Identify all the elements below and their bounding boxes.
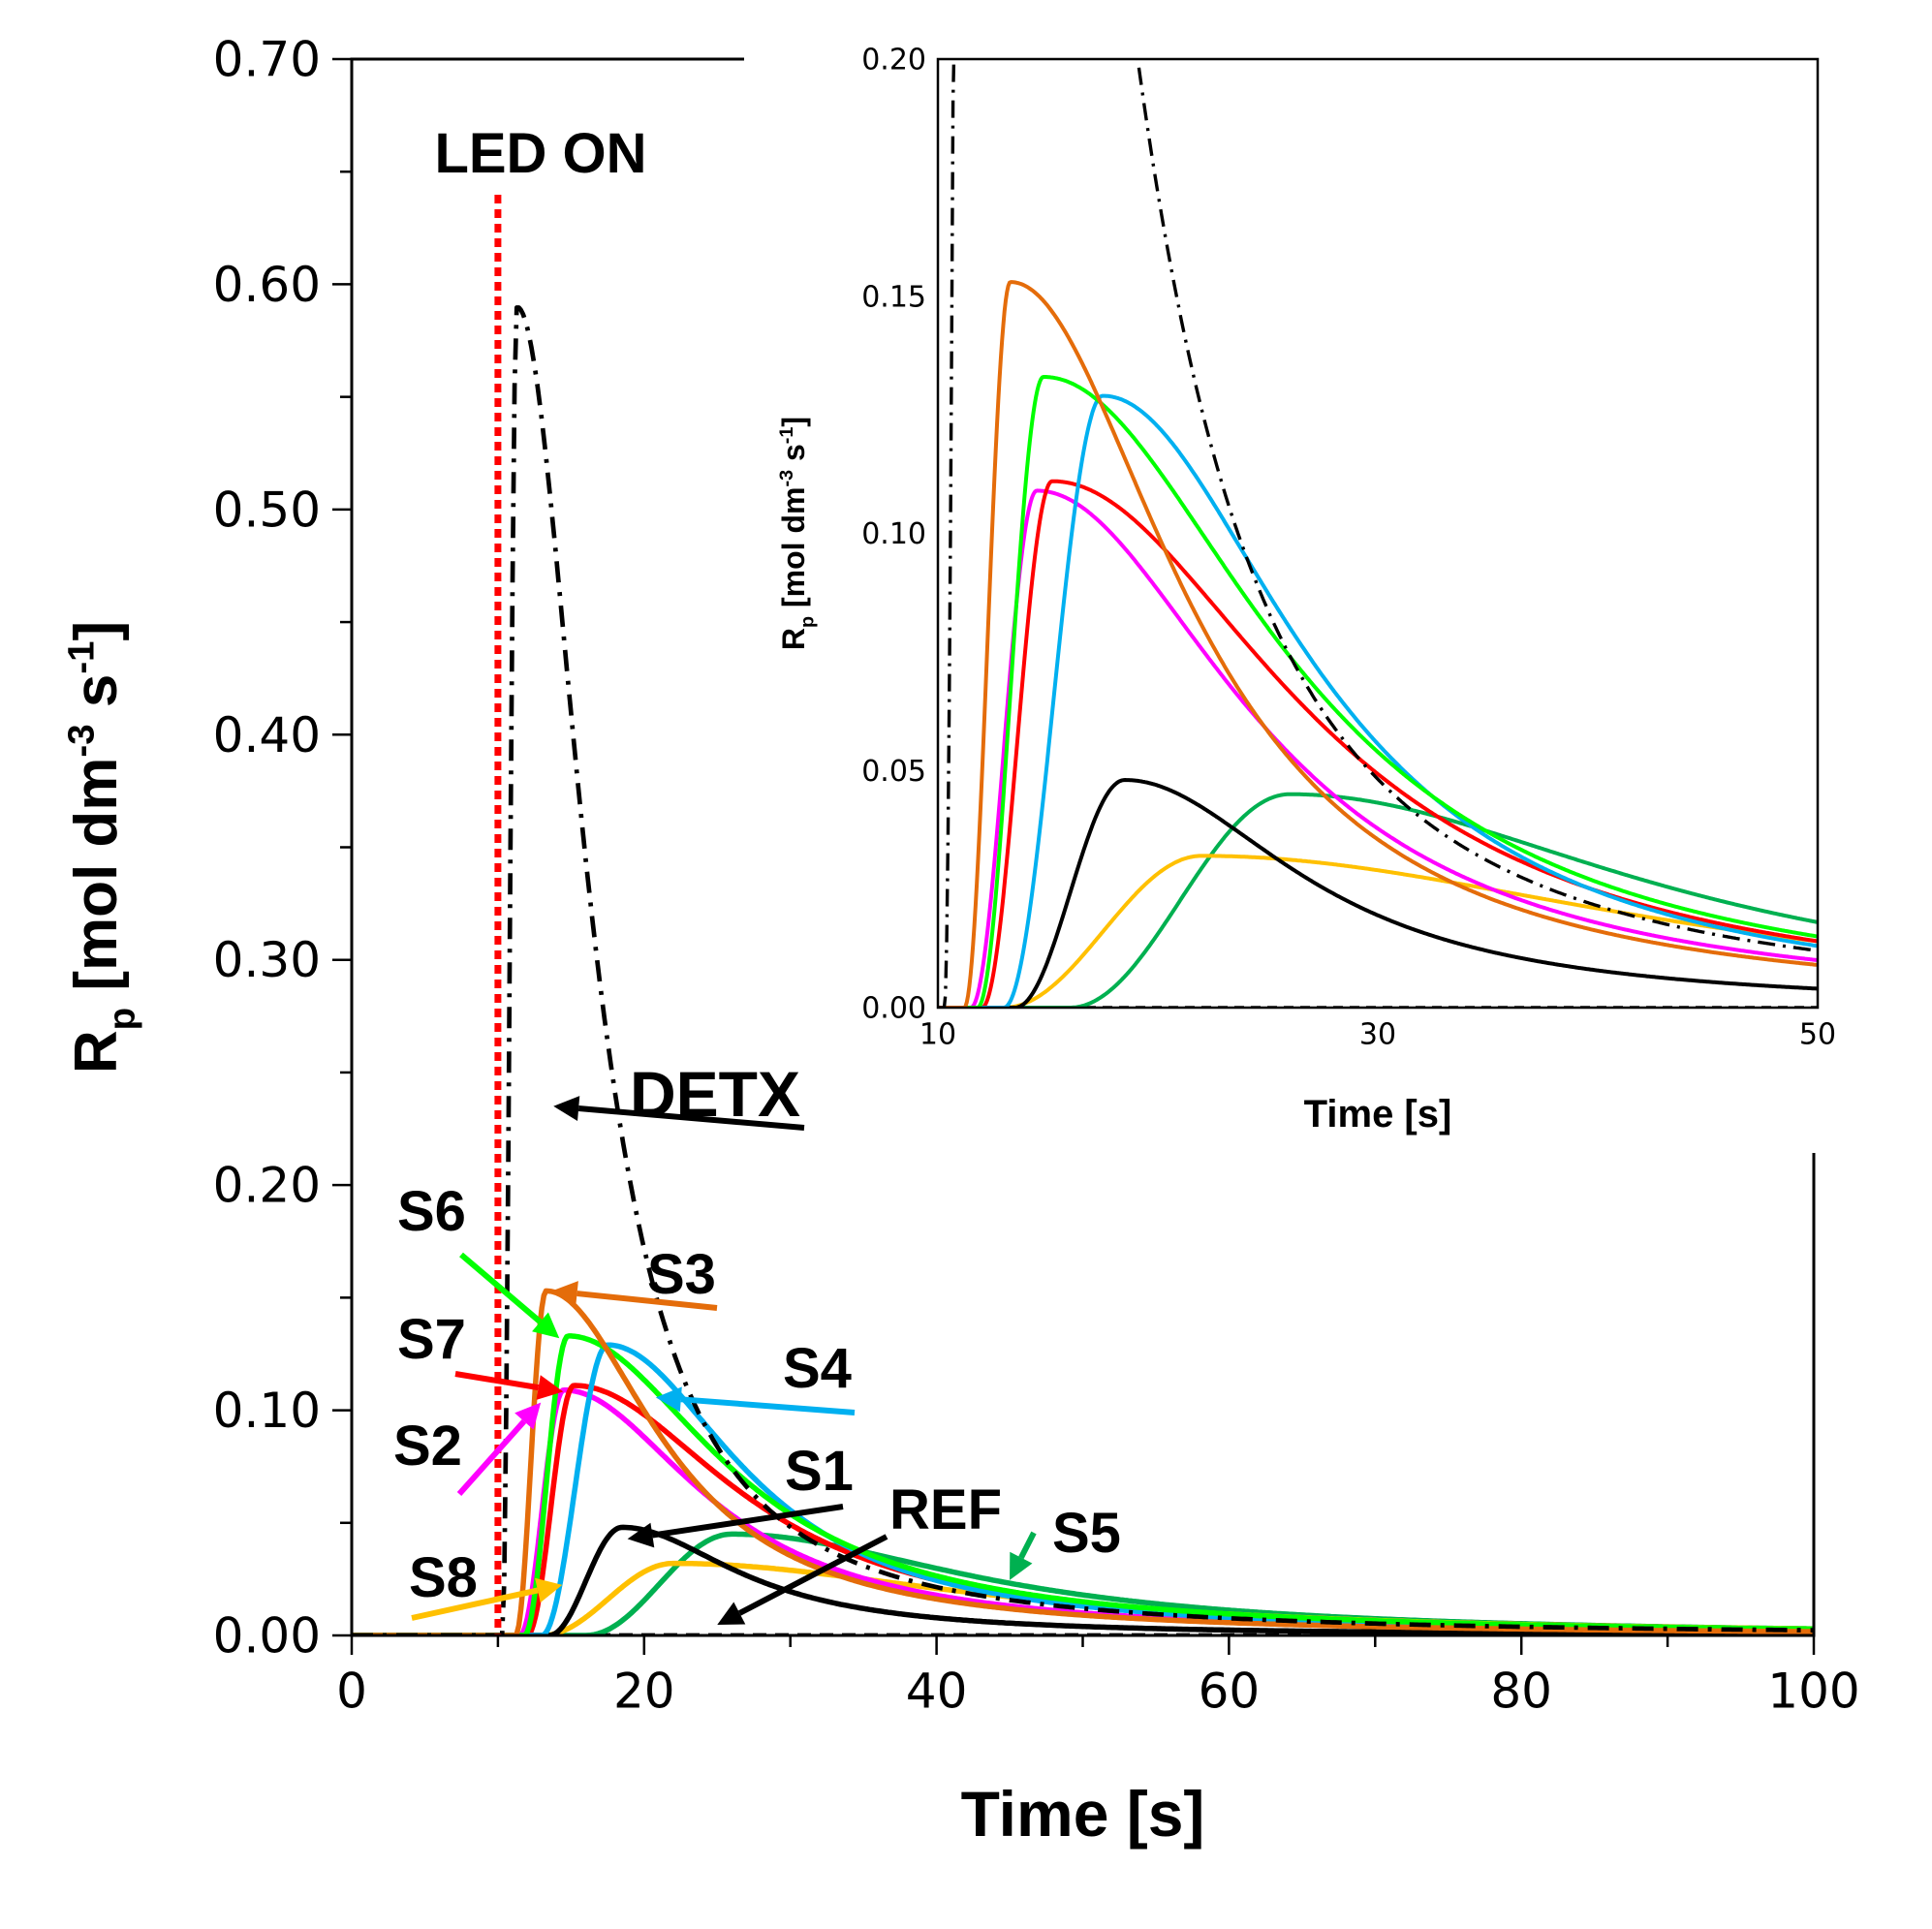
arrow-s1 [627,1504,844,1548]
main-plot: 0.00 0.10 0.20 0.30 0.40 0.50 0.60 0.70 0 20 40 60 8… [60,32,1859,1851]
series-label-s6: S6 [397,1180,466,1243]
x-tick-label: 0 [336,1664,367,1720]
y-tick-label: 0.10 [861,517,926,551]
y-tick-label: 0.60 [213,257,321,313]
x-axis-label: Time [s] [1304,1093,1452,1136]
series-line-s2 [938,488,1818,1008]
series-line-s1 [938,778,1818,1008]
series-line-s8 [938,854,1818,1008]
series-line-s3 [352,1288,1814,1635]
x-tick-label: 10 [919,1018,956,1052]
x-tick-label: 60 [1199,1664,1261,1720]
series-line-s7 [938,479,1818,1008]
y-tick-label: 0.10 [213,1383,321,1439]
series-line-s5 [938,792,1818,1008]
arrow-s5 [1010,1531,1037,1580]
series-label-s8: S8 [409,1546,478,1609]
arrow-s3 [551,1281,718,1311]
series-label-s3: S3 [647,1243,716,1306]
series-label-s1: S1 [785,1440,854,1503]
y-tick-label: 0.00 [861,992,926,1026]
arrow-ref [717,1534,888,1626]
series-line-detx [938,59,1818,1008]
x-tick-label: 20 [613,1664,675,1720]
x-tick-label: 50 [1799,1018,1836,1052]
y-tick-label: 0.20 [861,44,926,78]
series-label-ref: REF [889,1478,1002,1541]
series-line-s6 [352,1333,1814,1635]
y-tick-label: 0.70 [213,32,321,88]
series-line-s3 [938,280,1818,1008]
series-label-s5: S5 [1052,1502,1121,1565]
y-tick-label: 0.20 [213,1158,321,1214]
x-tick-label: 100 [1767,1664,1859,1720]
inset-plot: 0.00 0.05 0.10 0.15 0.20 10 30 50 Time [s] Rp [mo… [744,44,1836,1153]
inset-background [744,54,1827,1153]
series-line-s4 [938,393,1818,1008]
y-tick-label: 0.50 [213,482,321,538]
x-tick-label: 40 [906,1664,968,1720]
series-label-s4: S4 [783,1337,852,1400]
arrow-s2 [456,1402,542,1496]
y-axis-label: Rp [mol dm-3 s-1] [776,417,819,650]
arrow-detx [553,1096,805,1131]
y-tick-label: 0.05 [861,755,926,789]
arrow-s4 [655,1386,856,1416]
series-label-s7: S7 [397,1308,466,1371]
led-on-label: LED ON [434,122,646,185]
x-tick-label: 80 [1490,1664,1552,1720]
y-tick-label: 0.40 [213,707,321,763]
arrow-s6 [459,1252,560,1339]
x-tick-label: 30 [1359,1018,1396,1052]
y-axis-label: Rp [mol dm-3 s-1] [60,621,142,1073]
series-line-s1 [352,1524,1814,1635]
y-tick-label: 0.30 [213,932,321,988]
arrow-s7 [454,1371,564,1400]
x-axis-label: Time [s] [961,1778,1205,1850]
series-group [938,59,1818,1008]
series-label-s2: S2 [393,1415,462,1478]
arrow-s8 [411,1577,563,1621]
plot-frame [936,57,1820,1010]
y-tick-label: 0.15 [861,280,926,314]
series-line-s6 [938,375,1818,1008]
y-tick-label: 0.00 [213,1608,321,1665]
